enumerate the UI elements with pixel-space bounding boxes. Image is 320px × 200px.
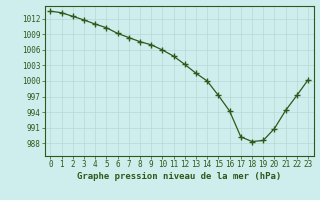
X-axis label: Graphe pression niveau de la mer (hPa): Graphe pression niveau de la mer (hPa) bbox=[77, 172, 281, 181]
